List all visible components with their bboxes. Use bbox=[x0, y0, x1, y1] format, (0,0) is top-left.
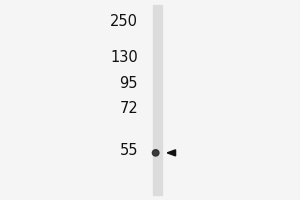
Text: 250: 250 bbox=[110, 14, 138, 29]
Bar bbox=[153, 5, 162, 195]
Text: 95: 95 bbox=[120, 76, 138, 91]
Text: 72: 72 bbox=[119, 101, 138, 116]
Polygon shape bbox=[167, 150, 176, 156]
Ellipse shape bbox=[152, 150, 159, 156]
Text: 130: 130 bbox=[110, 50, 138, 65]
Text: 55: 55 bbox=[120, 143, 138, 158]
